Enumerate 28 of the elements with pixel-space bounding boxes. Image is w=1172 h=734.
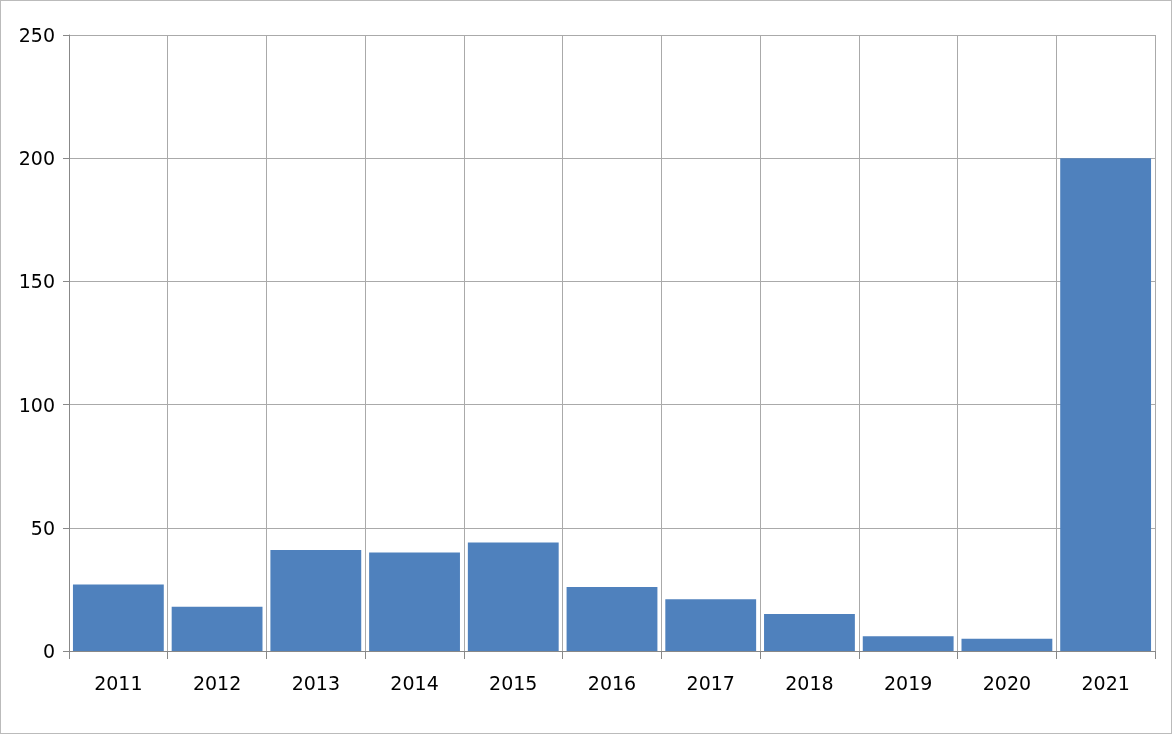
bar [665,599,757,651]
bar [1060,158,1152,651]
bar [862,636,954,651]
bar [566,586,658,651]
bar [764,614,855,651]
y-tick-label: 0 [42,640,55,662]
x-tick-label: 2011 [94,671,143,694]
x-tick-label: 2014 [390,671,439,694]
bar [171,606,263,651]
x-tick-label: 2017 [686,671,735,694]
bar [270,549,362,651]
y-tick-label: 50 [30,516,55,539]
x-tick-label: 2015 [489,671,538,694]
x-tick-label: 2012 [192,671,242,694]
bar [72,584,164,651]
bar [961,638,1053,651]
y-tick-label: 150 [18,270,55,293]
x-tick-label: 2018 [785,671,834,694]
x-tick-label: 2016 [587,671,637,694]
x-tick-label: 2020 [982,671,1032,694]
x-tick-label: 2021 [1081,671,1130,694]
bar [369,552,460,651]
y-tick-label: 100 [18,393,55,416]
x-tick-label: 2013 [291,671,340,694]
y-tick-label: 200 [18,147,55,170]
x-tick-label: 2019 [884,671,933,694]
bar [467,542,559,651]
y-tick-label: 250 [18,24,55,46]
